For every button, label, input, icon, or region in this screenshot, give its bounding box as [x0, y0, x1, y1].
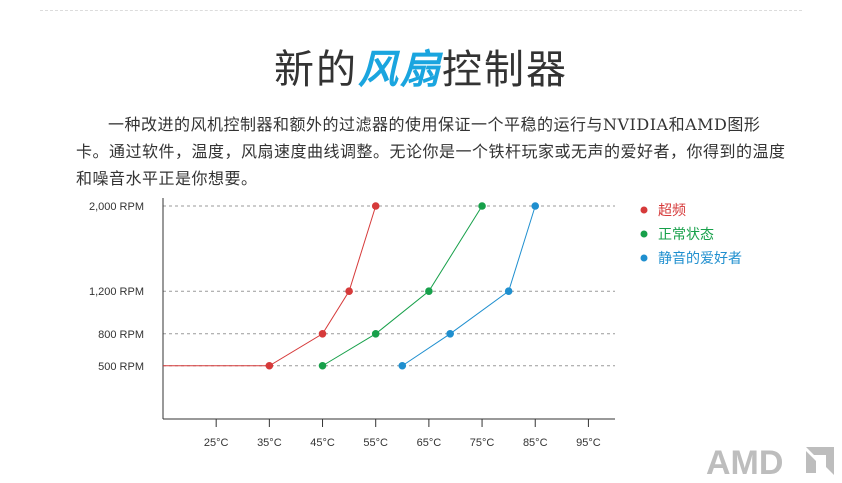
- title-post: 控制器: [442, 47, 568, 93]
- x-tick-label: 35°C: [257, 437, 282, 449]
- x-tick-label: 65°C: [417, 437, 442, 449]
- y-tick-label: 500 RPM: [98, 361, 144, 373]
- title-pre: 新的: [274, 47, 358, 93]
- x-tick-label: 45°C: [310, 437, 335, 449]
- x-tick-label: 95°C: [576, 437, 601, 449]
- legend-marker: [640, 254, 648, 262]
- legend-marker: [640, 230, 648, 238]
- x-tick-label: 55°C: [363, 437, 388, 449]
- legend-marker: [640, 206, 648, 214]
- legend-label: 超频: [658, 203, 686, 219]
- y-tick-label: 800 RPM: [98, 329, 144, 341]
- series-line: [402, 205, 536, 367]
- legend-label: 静音的爱好者: [658, 250, 742, 267]
- series-line: [322, 205, 483, 367]
- x-tick-label: 75°C: [470, 437, 495, 449]
- intro-paragraph: 一种改进的风机控制器和额外的过滤器的使用保证一个平稳的运行与NVIDIA和AMD…: [76, 115, 786, 188]
- data-point: [265, 361, 274, 370]
- data-point: [446, 330, 454, 338]
- x-tick-label: 85°C: [523, 437, 548, 449]
- data-point: [478, 202, 486, 210]
- data-point: [504, 287, 513, 296]
- top-divider: [40, 10, 802, 11]
- amd-arrow-icon: [806, 447, 834, 475]
- y-tick-label: 2,000 RPM: [89, 201, 144, 213]
- title-highlight: 风扇: [358, 47, 442, 93]
- page-title: 新的风扇控制器: [0, 42, 842, 98]
- data-point: [318, 361, 327, 370]
- data-point: [318, 330, 327, 338]
- y-tick-label: 1,200 RPM: [89, 286, 144, 298]
- data-point: [531, 202, 540, 210]
- x-tick-label: 25°C: [204, 437, 229, 449]
- data-point: [371, 202, 380, 210]
- data-point: [345, 287, 353, 296]
- data-point: [398, 361, 407, 370]
- legend-label: 正常状态: [658, 227, 714, 243]
- amd-logo-text: AMD: [706, 444, 783, 478]
- amd-logo: AMD: [706, 444, 836, 482]
- series-line: [163, 205, 377, 367]
- data-point: [371, 330, 380, 338]
- data-point: [425, 287, 433, 296]
